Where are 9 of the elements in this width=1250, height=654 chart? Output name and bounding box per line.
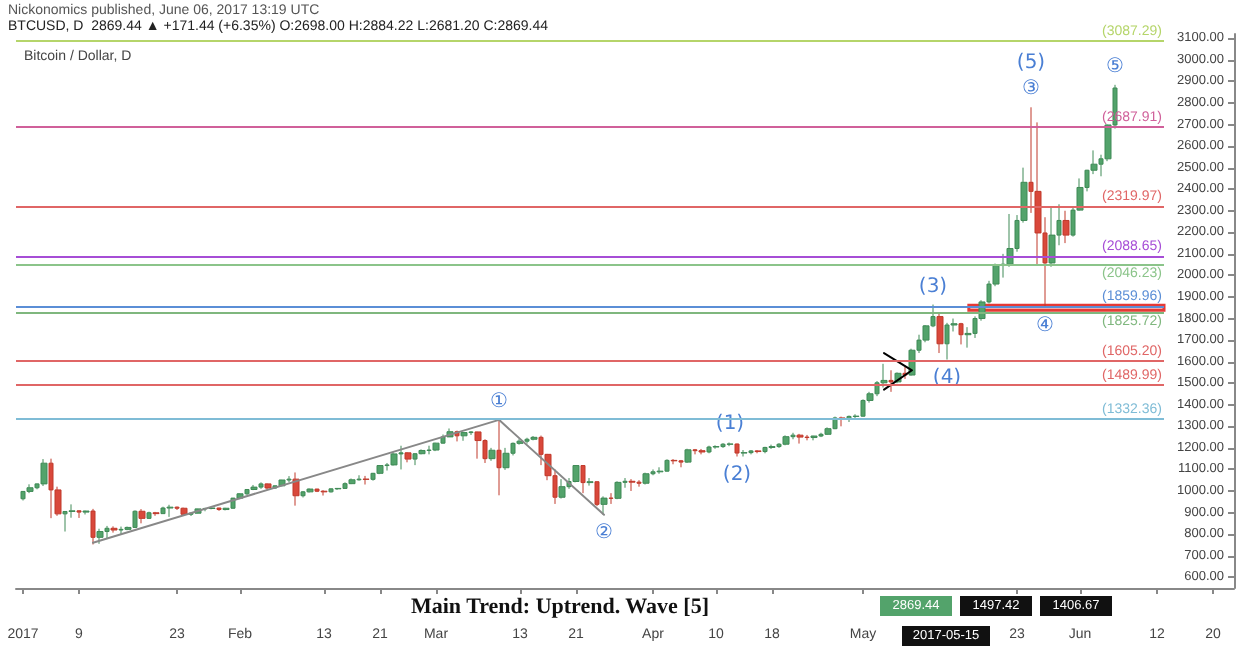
annotation: ⑤ [1106,55,1125,78]
annotation: ④ [1036,314,1055,337]
annotation: (5) [1016,52,1046,75]
annotation: ③ [1022,78,1041,101]
annotation: ② [595,521,614,544]
text: Main Trend: Uptrend. Wave [5] [410,595,710,619]
annotation: (3) [918,275,948,298]
annotation: ① [490,390,509,413]
annotation: (2) [722,463,752,486]
